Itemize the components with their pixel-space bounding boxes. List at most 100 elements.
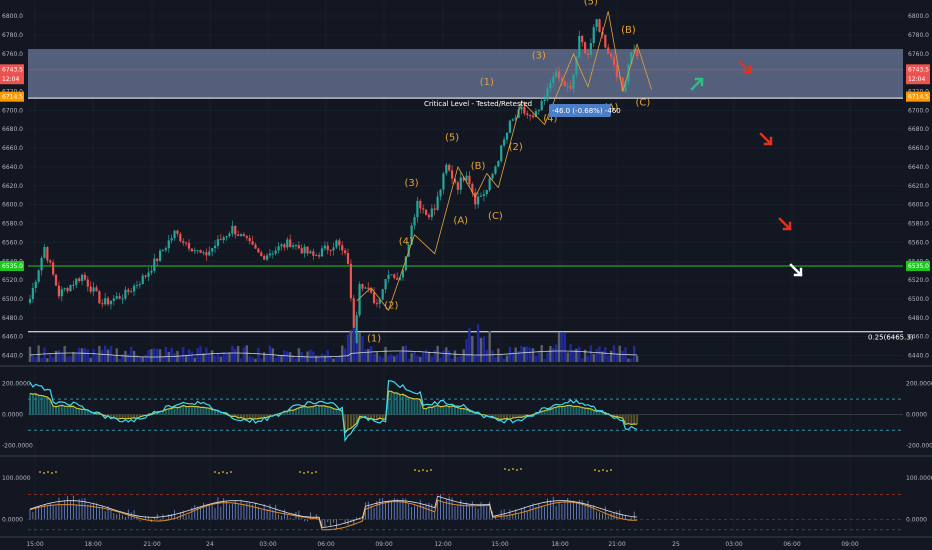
candle[interactable] xyxy=(317,255,321,257)
candle[interactable] xyxy=(604,34,607,48)
candle[interactable] xyxy=(612,56,616,65)
candle[interactable] xyxy=(190,248,193,252)
candle[interactable] xyxy=(578,36,581,58)
candle[interactable] xyxy=(92,287,95,292)
candle[interactable] xyxy=(526,113,529,116)
candle[interactable] xyxy=(211,248,214,252)
candle[interactable] xyxy=(130,291,133,293)
candle[interactable] xyxy=(479,195,483,197)
candle[interactable] xyxy=(378,299,381,304)
candle[interactable] xyxy=(529,115,532,117)
candle[interactable] xyxy=(338,240,341,246)
candle[interactable] xyxy=(158,250,162,261)
candle[interactable] xyxy=(222,237,225,241)
candle[interactable] xyxy=(187,242,191,249)
candle[interactable] xyxy=(482,194,485,196)
candle[interactable] xyxy=(459,177,462,190)
candle[interactable] xyxy=(540,101,543,110)
candle[interactable] xyxy=(89,286,92,292)
candle[interactable] xyxy=(268,253,272,256)
candle[interactable] xyxy=(523,106,526,114)
candle[interactable] xyxy=(225,236,228,238)
candle[interactable] xyxy=(156,258,159,261)
candle[interactable] xyxy=(520,106,523,110)
candle[interactable] xyxy=(43,247,46,259)
candle[interactable] xyxy=(387,274,390,280)
candle[interactable] xyxy=(456,182,459,190)
candle[interactable] xyxy=(424,209,428,215)
candle[interactable] xyxy=(75,278,78,285)
candle[interactable] xyxy=(364,287,367,289)
candle[interactable] xyxy=(291,245,295,248)
candle[interactable] xyxy=(555,71,558,77)
arrow-down-red-icon[interactable] xyxy=(759,132,773,146)
candle[interactable] xyxy=(101,303,104,305)
candle[interactable] xyxy=(132,285,136,292)
candle[interactable] xyxy=(263,256,266,260)
candle[interactable] xyxy=(537,109,540,112)
candle[interactable] xyxy=(289,239,292,248)
candle[interactable] xyxy=(150,270,153,273)
candle[interactable] xyxy=(144,275,147,277)
candle[interactable] xyxy=(329,249,332,251)
candle[interactable] xyxy=(500,145,503,162)
candle[interactable] xyxy=(361,284,364,289)
candle[interactable] xyxy=(28,299,32,303)
candle[interactable] xyxy=(583,42,587,54)
candle[interactable] xyxy=(430,208,433,218)
candle[interactable] xyxy=(413,217,416,226)
candle[interactable] xyxy=(511,119,514,121)
candle[interactable] xyxy=(315,255,318,257)
candle[interactable] xyxy=(239,234,243,237)
candle[interactable] xyxy=(566,85,569,87)
candle[interactable] xyxy=(505,132,509,140)
candle[interactable] xyxy=(474,192,477,205)
candle[interactable] xyxy=(297,245,300,249)
candle[interactable] xyxy=(581,36,584,43)
candle[interactable] xyxy=(531,115,535,118)
candle[interactable] xyxy=(586,53,590,55)
candle[interactable] xyxy=(624,81,627,92)
candle[interactable] xyxy=(404,256,407,271)
candle[interactable] xyxy=(78,278,81,281)
candle[interactable] xyxy=(503,139,506,146)
candle[interactable] xyxy=(381,289,384,300)
candle[interactable] xyxy=(37,270,40,282)
candle[interactable] xyxy=(534,111,538,118)
candle[interactable] xyxy=(471,184,474,193)
candle[interactable] xyxy=(448,164,451,171)
candle[interactable] xyxy=(234,225,237,235)
candle[interactable] xyxy=(453,178,457,183)
candle[interactable] xyxy=(618,77,621,79)
candle[interactable] xyxy=(164,248,167,251)
candle[interactable] xyxy=(598,19,601,32)
candle[interactable] xyxy=(341,245,344,251)
candle[interactable] xyxy=(393,274,396,278)
candle[interactable] xyxy=(216,239,220,246)
candle[interactable] xyxy=(569,85,572,89)
candle[interactable] xyxy=(488,178,491,191)
candle[interactable] xyxy=(274,250,277,254)
candle[interactable] xyxy=(468,175,471,185)
candle[interactable] xyxy=(592,27,595,44)
candle[interactable] xyxy=(410,225,413,245)
candle[interactable] xyxy=(352,298,355,345)
candle[interactable] xyxy=(135,285,139,287)
candle[interactable] xyxy=(615,64,618,78)
candle[interactable] xyxy=(633,49,636,53)
candle[interactable] xyxy=(115,296,118,299)
candle[interactable] xyxy=(260,252,263,257)
candle[interactable] xyxy=(303,246,306,254)
candle[interactable] xyxy=(396,277,399,280)
candle[interactable] xyxy=(251,241,254,245)
candle[interactable] xyxy=(450,170,454,179)
candle[interactable] xyxy=(179,233,182,242)
candle[interactable] xyxy=(52,262,55,275)
candle[interactable] xyxy=(427,214,431,218)
candle[interactable] xyxy=(344,250,347,254)
candle[interactable] xyxy=(436,196,439,210)
candle[interactable] xyxy=(228,233,231,237)
candle[interactable] xyxy=(630,52,633,65)
candle[interactable] xyxy=(346,253,350,264)
candle[interactable] xyxy=(286,239,289,248)
